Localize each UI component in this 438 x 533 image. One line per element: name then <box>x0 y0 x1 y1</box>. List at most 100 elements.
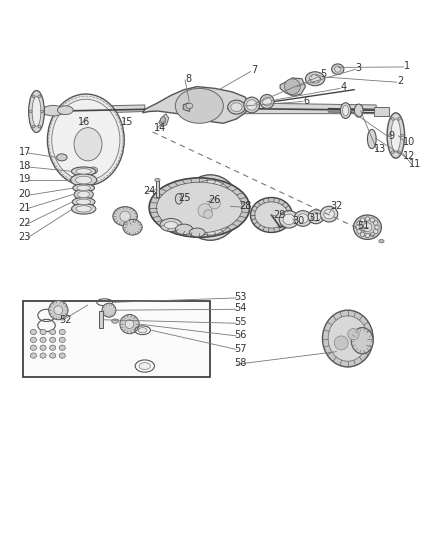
Ellipse shape <box>294 211 311 227</box>
Ellipse shape <box>76 206 91 212</box>
Ellipse shape <box>367 130 376 149</box>
Text: 17: 17 <box>18 147 31 157</box>
Ellipse shape <box>57 106 73 115</box>
Circle shape <box>389 134 391 137</box>
Text: 2: 2 <box>397 76 403 86</box>
Circle shape <box>363 223 372 231</box>
Text: 29: 29 <box>273 210 286 220</box>
Circle shape <box>360 218 365 222</box>
Text: 28: 28 <box>239 201 251 211</box>
Ellipse shape <box>160 117 166 124</box>
Circle shape <box>32 95 35 98</box>
Text: 23: 23 <box>18 232 31 242</box>
Text: 13: 13 <box>374 144 387 155</box>
Ellipse shape <box>322 310 373 367</box>
Ellipse shape <box>391 119 401 152</box>
Text: 6: 6 <box>303 95 309 106</box>
Ellipse shape <box>308 210 324 224</box>
Text: 58: 58 <box>234 358 246 368</box>
Ellipse shape <box>186 103 193 108</box>
Text: 51: 51 <box>357 221 369 231</box>
Ellipse shape <box>175 224 193 235</box>
Text: 3: 3 <box>356 63 362 73</box>
Ellipse shape <box>49 345 56 350</box>
Circle shape <box>120 211 131 222</box>
Ellipse shape <box>52 99 120 181</box>
Text: 31: 31 <box>308 214 320 223</box>
Text: 56: 56 <box>234 330 246 340</box>
Ellipse shape <box>189 228 205 237</box>
Ellipse shape <box>71 167 96 176</box>
Ellipse shape <box>260 94 274 108</box>
Circle shape <box>365 233 370 238</box>
Ellipse shape <box>297 214 308 223</box>
Ellipse shape <box>247 100 257 110</box>
Circle shape <box>374 229 378 233</box>
Ellipse shape <box>77 185 90 190</box>
Circle shape <box>357 229 361 233</box>
Text: 57: 57 <box>234 344 246 353</box>
Text: 24: 24 <box>143 187 155 196</box>
Text: 4: 4 <box>340 83 346 93</box>
Ellipse shape <box>228 100 245 114</box>
Ellipse shape <box>30 337 36 343</box>
Ellipse shape <box>283 214 295 224</box>
Circle shape <box>401 134 403 137</box>
Ellipse shape <box>59 353 65 358</box>
Ellipse shape <box>387 113 405 158</box>
Ellipse shape <box>123 220 142 235</box>
Ellipse shape <box>351 328 373 354</box>
Ellipse shape <box>175 193 182 204</box>
Ellipse shape <box>231 103 242 111</box>
Circle shape <box>392 118 394 120</box>
Text: 7: 7 <box>251 65 257 75</box>
Ellipse shape <box>59 337 65 343</box>
Ellipse shape <box>328 316 367 361</box>
Circle shape <box>335 66 341 72</box>
Ellipse shape <box>175 88 223 123</box>
Text: 16: 16 <box>78 117 91 127</box>
Circle shape <box>370 218 374 222</box>
Ellipse shape <box>59 329 65 335</box>
Ellipse shape <box>320 206 338 222</box>
Text: 12: 12 <box>403 151 415 161</box>
Text: 25: 25 <box>178 192 191 203</box>
Text: 18: 18 <box>18 161 31 171</box>
Ellipse shape <box>40 345 46 350</box>
Text: 22: 22 <box>18 218 31 228</box>
Circle shape <box>41 110 43 113</box>
Ellipse shape <box>332 64 344 75</box>
Circle shape <box>365 217 370 221</box>
Circle shape <box>29 110 32 113</box>
Polygon shape <box>280 78 305 96</box>
Circle shape <box>32 125 35 128</box>
Ellipse shape <box>138 328 147 333</box>
Ellipse shape <box>76 168 91 174</box>
Ellipse shape <box>285 79 300 94</box>
Polygon shape <box>143 87 250 123</box>
Ellipse shape <box>311 213 321 221</box>
Bar <box>155 181 159 197</box>
Ellipse shape <box>57 154 67 161</box>
Text: 21: 21 <box>18 203 31 213</box>
Ellipse shape <box>72 198 95 206</box>
Ellipse shape <box>71 174 97 186</box>
Ellipse shape <box>379 239 384 243</box>
Polygon shape <box>374 107 389 116</box>
Ellipse shape <box>255 202 288 228</box>
Bar <box>99 311 103 328</box>
Circle shape <box>334 336 348 350</box>
Ellipse shape <box>244 97 260 113</box>
Ellipse shape <box>40 353 46 358</box>
Text: 19: 19 <box>18 174 31 184</box>
Text: 54: 54 <box>234 303 246 313</box>
Ellipse shape <box>42 106 64 116</box>
Text: 20: 20 <box>18 189 31 199</box>
Ellipse shape <box>340 103 351 118</box>
Ellipse shape <box>77 199 91 205</box>
Ellipse shape <box>343 106 349 116</box>
Ellipse shape <box>164 222 177 229</box>
Ellipse shape <box>30 353 36 358</box>
Ellipse shape <box>59 345 65 350</box>
Ellipse shape <box>78 191 90 198</box>
